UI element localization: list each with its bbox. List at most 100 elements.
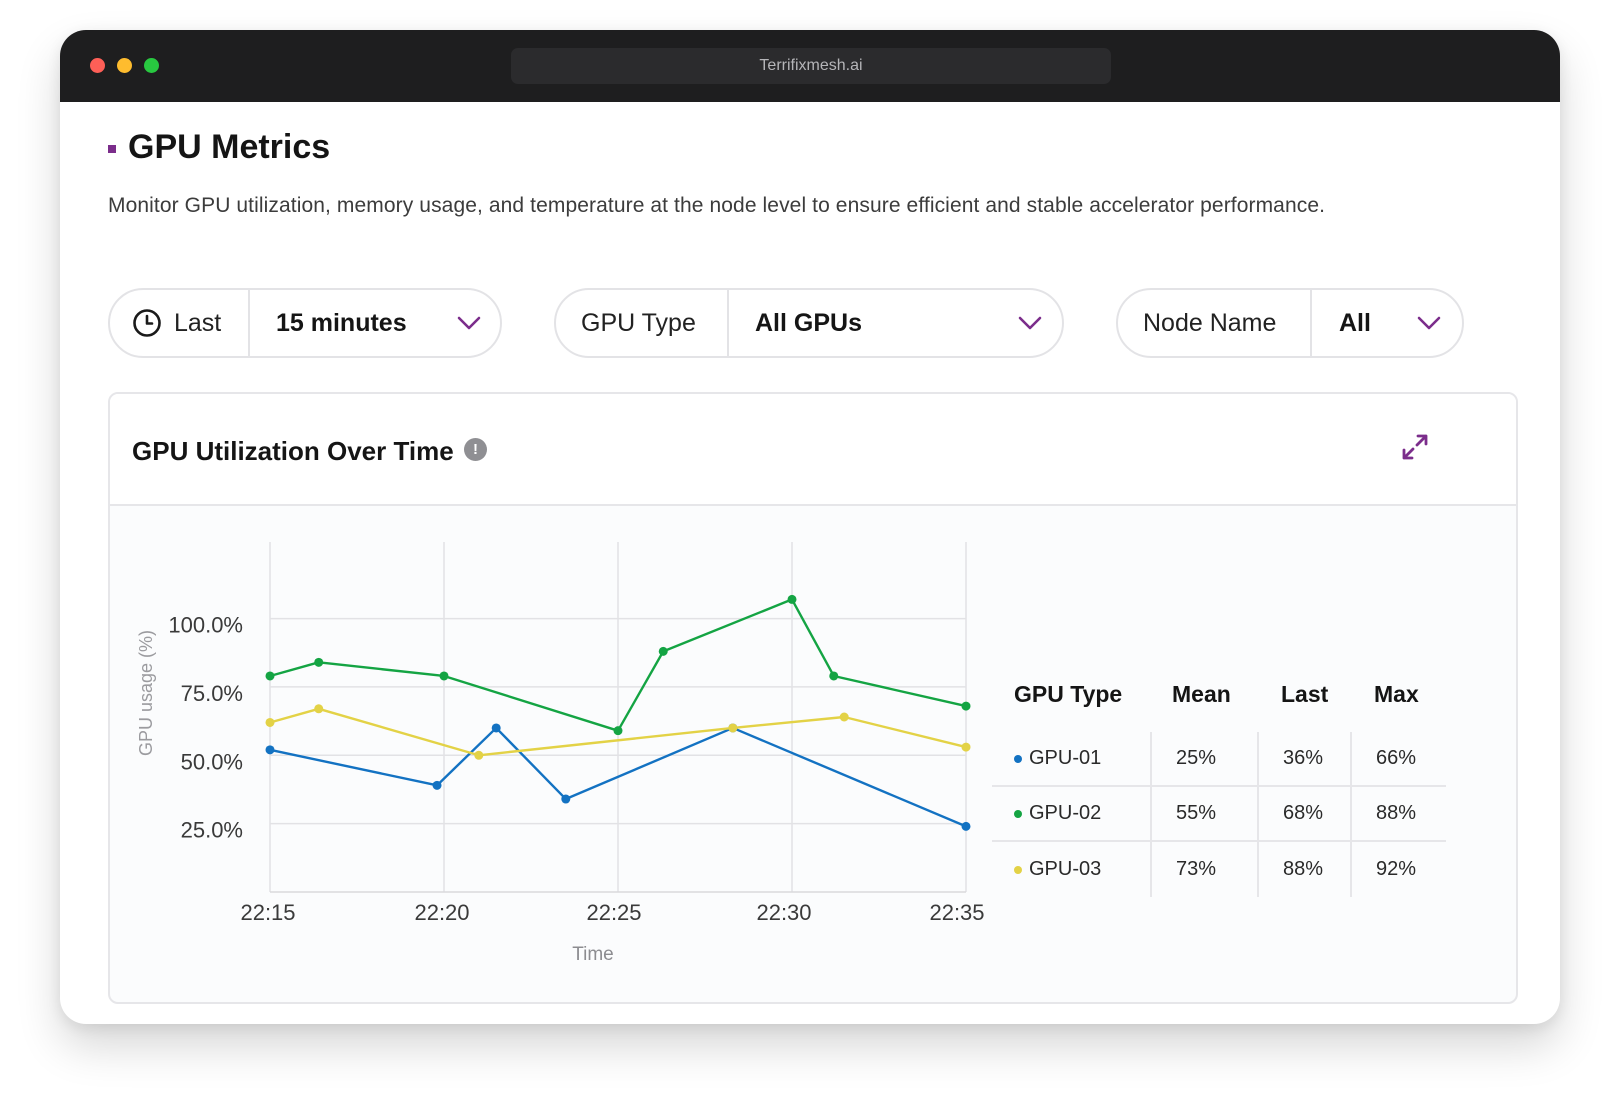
- time-range-value: 15 minutes: [276, 308, 407, 337]
- data-point: [961, 742, 971, 752]
- page-description: Monitor GPU utilization, memory usage, a…: [108, 194, 1326, 217]
- data-point: [432, 780, 442, 790]
- data-point: [491, 723, 501, 733]
- gpu-stats-table: GPU Type Mean Last Max GPU-01 25% 36% 66…: [992, 656, 1446, 897]
- series-gpu-01: [265, 723, 971, 831]
- series-line: [269, 707, 967, 757]
- title-accent-square: [108, 145, 116, 153]
- stats-header-mean: Mean: [1172, 680, 1231, 707]
- data-point: [474, 750, 484, 760]
- time-range-label: Last: [174, 308, 222, 337]
- data-point: [787, 594, 797, 604]
- gpu-name-label: GPU-03: [1029, 858, 1102, 880]
- data-point: [961, 701, 971, 711]
- series-color-dot: [1014, 754, 1022, 763]
- table-row: GPU-03 73% 88% 92%: [992, 842, 1446, 897]
- data-point: [314, 657, 324, 667]
- gpu-name-label: GPU-02: [1029, 802, 1102, 824]
- stats-gpu-name: GPU-03: [992, 842, 1150, 897]
- x-tick-label: 22:20: [414, 900, 469, 925]
- node-name-filter[interactable]: Node Name All: [1116, 288, 1464, 358]
- stats-max: 88%: [1350, 787, 1446, 840]
- chart-series: [265, 594, 971, 831]
- stats-max: 92%: [1350, 842, 1446, 897]
- data-point: [561, 794, 571, 804]
- gpu-type-label: GPU Type: [556, 290, 729, 356]
- series-gpu-03: [265, 704, 971, 760]
- gpu-type-value: All GPUs: [755, 308, 862, 337]
- y-axis-ticks: 100.0% 75.0% 50.0% 25.0%: [168, 613, 243, 843]
- data-point: [658, 646, 668, 656]
- card-header: GPU Utilization Over Time !: [110, 394, 1516, 506]
- stats-max: 66%: [1350, 732, 1446, 785]
- stats-header-max: Max: [1374, 680, 1419, 707]
- x-axis-label: Time: [572, 944, 614, 965]
- y-tick-label: 75.0%: [181, 681, 243, 706]
- data-point: [314, 704, 324, 714]
- stats-header-row: GPU Type Mean Last Max: [992, 656, 1446, 732]
- gpu-utilization-card: GPU Utilization Over Time ! 100.0% 75.0% 5…: [108, 392, 1518, 1004]
- data-point: [439, 671, 449, 681]
- stats-body: GPU-01 25% 36% 66% GPU-02 55% 68% 88% GP…: [992, 732, 1446, 897]
- x-axis-ticks: 22:15 22:20 22:25 22:30 22:35: [240, 900, 984, 925]
- data-point: [829, 671, 839, 681]
- stats-header-gpu-type: GPU Type: [1014, 680, 1123, 707]
- series-color-dot: [1014, 865, 1022, 874]
- data-point: [265, 717, 275, 727]
- gpu-name-label: GPU-01: [1029, 747, 1102, 769]
- data-point: [265, 745, 275, 755]
- address-bar[interactable]: Terrifixmesh.ai: [511, 48, 1111, 84]
- series-color-dot: [1014, 809, 1022, 818]
- minimize-window-button[interactable]: [117, 58, 132, 73]
- card-title: GPU Utilization Over Time: [132, 436, 454, 466]
- data-point: [265, 671, 275, 681]
- series-gpu-02: [265, 594, 971, 736]
- chevron-down-icon[interactable]: [1017, 314, 1043, 332]
- stats-last: 68%: [1257, 787, 1350, 840]
- x-tick-label: 22:15: [240, 900, 295, 925]
- x-tick-label: 22:25: [586, 900, 641, 925]
- page-title: GPU Metrics: [128, 128, 331, 166]
- chevron-down-icon[interactable]: [456, 314, 482, 332]
- data-point: [961, 821, 971, 831]
- chart-grid: [269, 542, 967, 893]
- series-line: [269, 598, 967, 732]
- info-icon[interactable]: !: [464, 438, 487, 461]
- stats-mean: 73%: [1150, 842, 1257, 897]
- utilization-line-chart: 100.0%75.0%50.0%25.0% 22:15 22:20 22:25 22:…: [136, 542, 985, 965]
- table-row: GPU-02 55% 68% 88%: [992, 787, 1446, 842]
- stats-last: 36%: [1257, 732, 1350, 785]
- time-range-filter[interactable]: Last 15 minutes: [108, 288, 502, 358]
- gpu-type-filter[interactable]: GPU Type All GPUs: [554, 288, 1064, 358]
- stats-header-last: Last: [1281, 680, 1329, 707]
- stats-gpu-name: GPU-02: [992, 787, 1150, 840]
- browser-window: Terrifixmesh.ai GPU Metrics Monitor GPU …: [60, 30, 1560, 1024]
- stats-gpu-name: GPU-01: [992, 732, 1150, 785]
- stats-last: 88%: [1257, 842, 1350, 897]
- node-name-dropdown[interactable]: All: [1312, 290, 1462, 356]
- time-range-label-segment: Last: [110, 290, 250, 356]
- gpu-type-dropdown[interactable]: All GPUs: [729, 290, 1062, 356]
- time-range-dropdown[interactable]: 15 minutes: [250, 290, 500, 356]
- y-axis-label: GPU usage (%): [136, 630, 156, 756]
- title-bar: Terrifixmesh.ai: [60, 30, 1560, 102]
- close-window-button[interactable]: [90, 58, 105, 73]
- clock-icon: [133, 309, 161, 337]
- data-point: [839, 712, 849, 722]
- maximize-window-button[interactable]: [144, 58, 159, 73]
- table-row: GPU-01 25% 36% 66%: [992, 732, 1446, 787]
- series-line: [269, 726, 967, 828]
- y-tick-label: 100.0%: [168, 613, 243, 638]
- chevron-down-icon[interactable]: [1416, 314, 1442, 332]
- stats-mean: 55%: [1150, 787, 1257, 840]
- stats-mean: 25%: [1150, 732, 1257, 785]
- x-tick-label: 22:30: [756, 900, 811, 925]
- y-tick-label: 50.0%: [181, 749, 243, 774]
- data-point: [613, 726, 623, 736]
- data-point: [728, 723, 738, 733]
- y-tick-label: 25.0%: [181, 818, 243, 843]
- x-tick-label: 22:35: [929, 900, 984, 925]
- node-name-value: All: [1339, 308, 1371, 337]
- expand-icon[interactable]: [1400, 432, 1430, 462]
- node-name-label: Node Name: [1118, 290, 1312, 356]
